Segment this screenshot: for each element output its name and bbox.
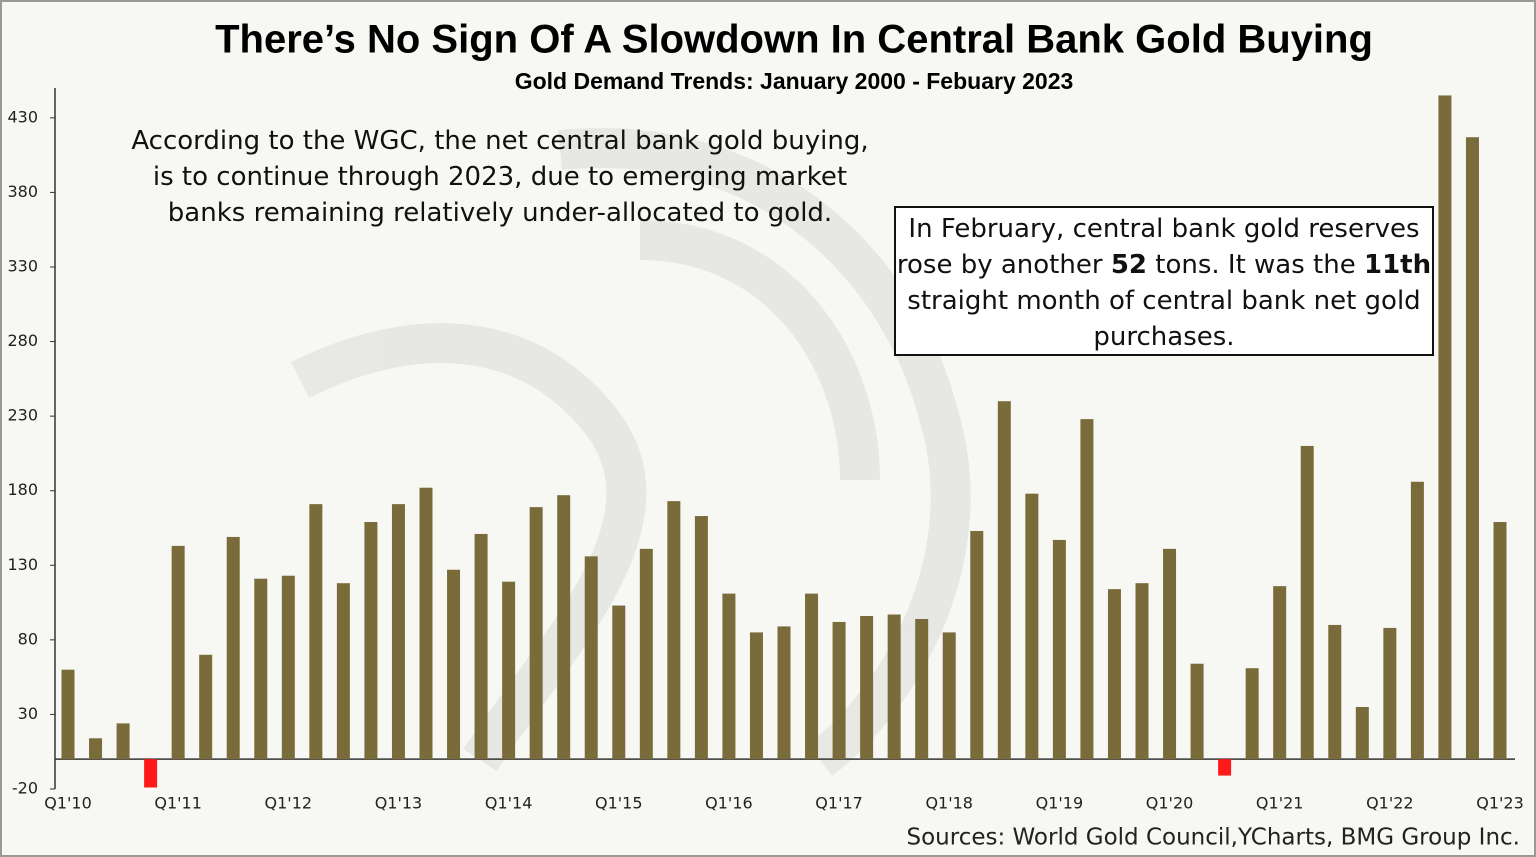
- bar: [1218, 759, 1232, 776]
- y-tick-label: 130: [7, 555, 38, 574]
- annotation-line: purchases.: [1093, 322, 1234, 352]
- bar: [474, 533, 488, 760]
- bar: [61, 669, 75, 760]
- bar: [502, 581, 516, 760]
- bar: [226, 536, 240, 760]
- bar: [364, 522, 378, 760]
- x-tick-label: Q1'22: [1366, 794, 1414, 813]
- bar: [805, 593, 819, 760]
- bar: [1273, 586, 1287, 760]
- y-tick-label: 180: [7, 480, 38, 499]
- bar: [89, 738, 103, 760]
- bar: [336, 583, 350, 760]
- bar: [860, 615, 874, 760]
- bar: [1025, 493, 1039, 760]
- annotation-text: 11th: [1364, 250, 1431, 280]
- bar: [887, 614, 901, 760]
- annotation-text: purchases.: [1093, 322, 1234, 352]
- annotation-line: In February, central bank gold reserves: [908, 214, 1419, 244]
- bar: [144, 759, 158, 788]
- annotation-text: According to the WGC, the net central ba…: [131, 126, 868, 156]
- bar: [391, 504, 405, 760]
- bar: [419, 487, 433, 760]
- bar: [254, 578, 268, 760]
- annotation-text: In February, central bank gold reserves: [908, 214, 1419, 244]
- bar: [557, 495, 571, 760]
- bar: [1052, 539, 1066, 760]
- annotation-line: banks remaining relatively under-allocat…: [168, 198, 832, 228]
- x-tick-label: Q1'12: [265, 794, 313, 813]
- annotation-text: banks remaining relatively under-allocat…: [168, 198, 832, 228]
- y-tick-label: 430: [7, 107, 38, 126]
- bar: [997, 401, 1011, 760]
- bar: [199, 654, 213, 760]
- y-tick-label: 380: [7, 182, 38, 201]
- x-tick-label: Q1'17: [815, 794, 863, 813]
- bar: [1465, 137, 1479, 760]
- bar: [1245, 668, 1259, 760]
- bar: [1383, 627, 1397, 760]
- x-tick-label: Q1'10: [44, 794, 92, 813]
- bar: [639, 548, 653, 760]
- bar: [584, 556, 598, 760]
- bar: [832, 621, 846, 760]
- bar: [1355, 706, 1369, 760]
- bar: [1410, 481, 1424, 760]
- bar: [171, 545, 185, 760]
- x-tick-label: Q1'19: [1036, 794, 1084, 813]
- bar: [1163, 548, 1177, 760]
- annotation-text: 52: [1111, 250, 1147, 280]
- bar: [116, 723, 130, 760]
- y-tick-label: 230: [7, 406, 38, 425]
- bar: [309, 504, 323, 760]
- x-tick-label: Q1'13: [375, 794, 423, 813]
- y-tick-label: 330: [7, 256, 38, 275]
- y-tick-label: -20: [12, 779, 38, 798]
- bar: [281, 575, 295, 760]
- bar: [529, 507, 543, 760]
- chart-subtitle: Gold Demand Trends: January 2000 - Febua…: [515, 68, 1074, 94]
- annotation-line: According to the WGC, the net central ba…: [131, 126, 868, 156]
- bar: [1190, 663, 1204, 760]
- annotation-box: [894, 206, 1434, 356]
- bar: [447, 569, 461, 760]
- annotation-text: tons. It was the: [1147, 250, 1364, 280]
- source: Sources: World Gold Council,YCharts, BMG…: [907, 825, 1521, 851]
- bar: [1438, 95, 1452, 760]
- bar: [722, 593, 736, 760]
- annotation-line: rose by another 52 tons. It was the 11th: [897, 250, 1431, 280]
- x-tick-label: Q1'21: [1256, 794, 1304, 813]
- x-tick-label: Q1'23: [1476, 794, 1524, 813]
- bar: [694, 516, 708, 760]
- x-tick-label: Q1'20: [1146, 794, 1194, 813]
- annotation-text: rose by another: [897, 250, 1111, 280]
- chart-title: There’s No Sign Of A Slowdown In Central…: [215, 18, 1373, 62]
- bar: [749, 632, 763, 760]
- bar: [1493, 522, 1507, 760]
- bar: [915, 618, 929, 760]
- bar: [612, 605, 626, 760]
- y-tick-label: 80: [18, 629, 38, 648]
- annotation-line: straight month of central bank net gold: [907, 286, 1420, 316]
- x-tick-label: Q1'18: [925, 794, 973, 813]
- bar: [1107, 589, 1121, 760]
- bar: [942, 632, 956, 760]
- annotation-text: straight month of central bank net gold: [907, 286, 1420, 316]
- x-tick-label: Q1'14: [485, 794, 533, 813]
- bar: [667, 501, 681, 760]
- bar: [777, 626, 791, 760]
- x-tick-label: Q1'15: [595, 794, 643, 813]
- bar: [1300, 445, 1314, 760]
- bar: [1135, 583, 1149, 760]
- bar: [1080, 419, 1094, 760]
- bar: [1328, 624, 1342, 760]
- annotation-text: is to continue through 2023, due to emer…: [153, 162, 847, 192]
- bar: [970, 530, 984, 760]
- annotation-line: is to continue through 2023, due to emer…: [153, 162, 847, 192]
- x-tick-label: Q1'11: [154, 794, 202, 813]
- y-tick-label: 280: [7, 331, 38, 350]
- x-tick-label: Q1'16: [705, 794, 753, 813]
- y-tick-label: 30: [18, 704, 38, 723]
